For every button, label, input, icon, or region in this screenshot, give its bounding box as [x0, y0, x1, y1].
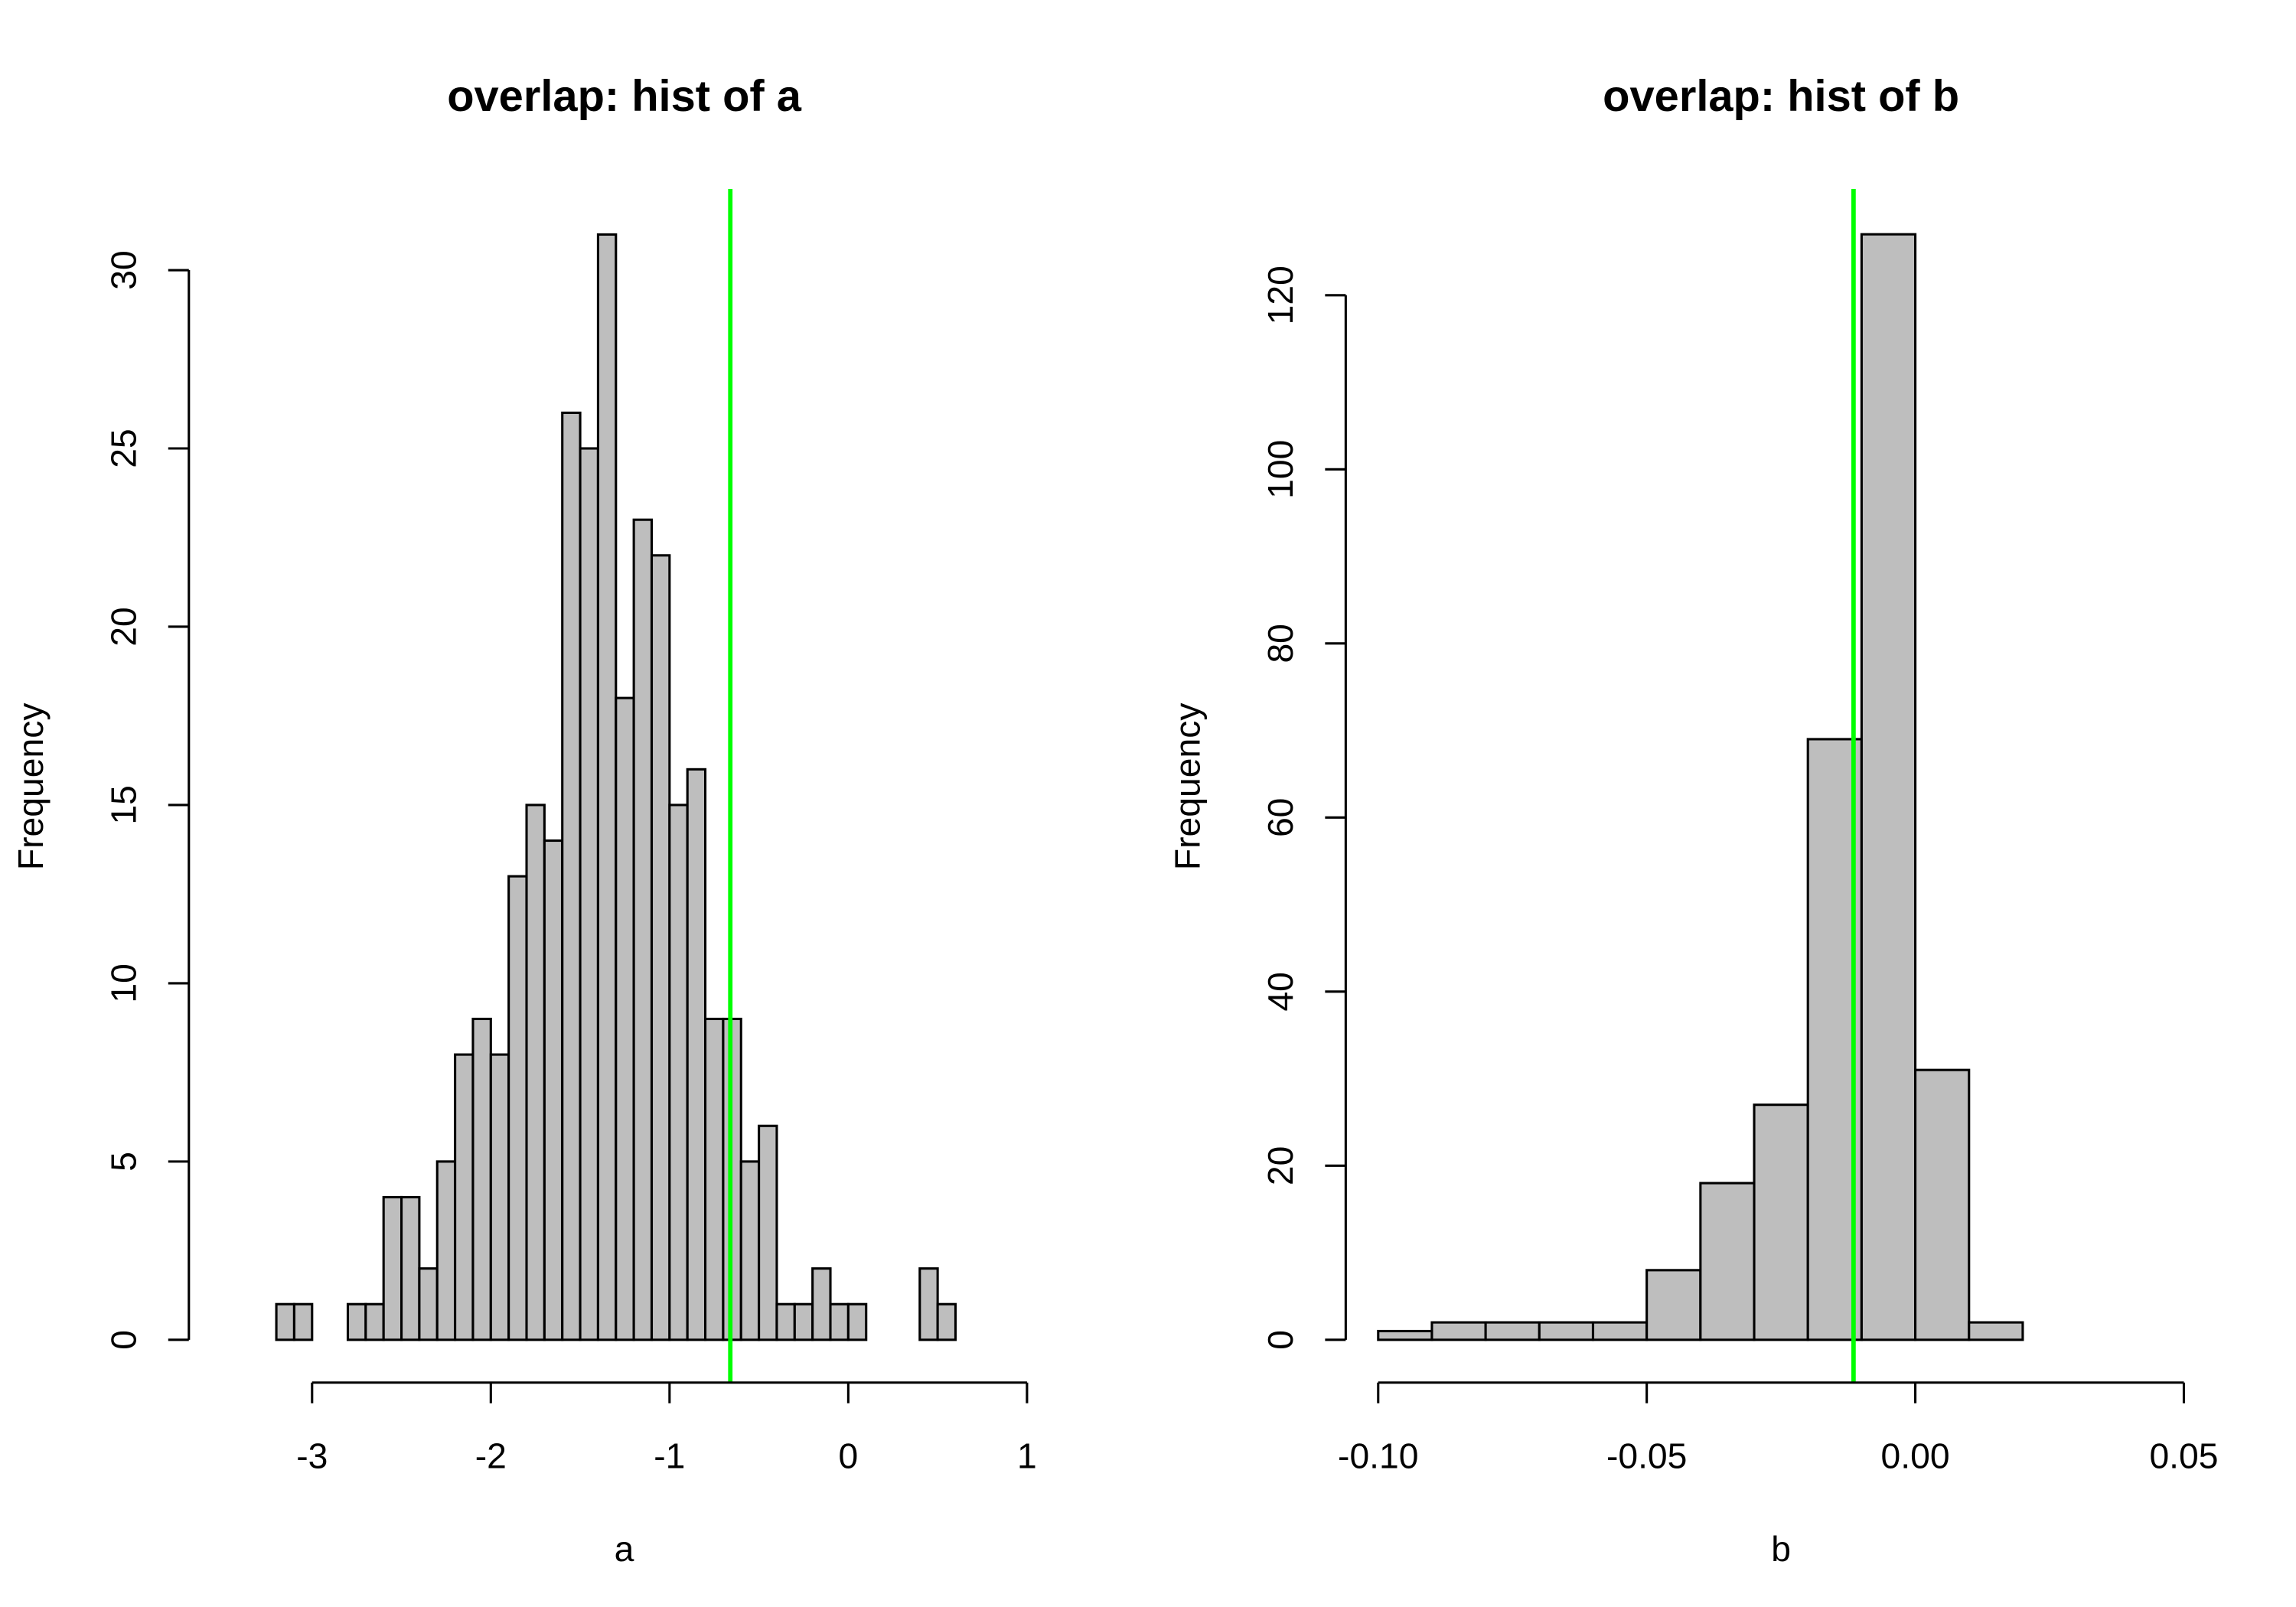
y-tick-label: 60: [1261, 798, 1300, 837]
histogram-bar: [1968, 1321, 2024, 1341]
histogram-bar: [364, 1302, 385, 1341]
histogram-bar: [1860, 233, 1917, 1341]
histogram-bar: [596, 233, 618, 1341]
y-tick-label: 80: [1261, 624, 1300, 663]
y-tick-label: 30: [103, 250, 143, 289]
x-axis-b: -0.10 -0.05 0.00 0.05: [1338, 1381, 2218, 1476]
histogram-bar: [650, 554, 671, 1341]
x-tick-label: 0.05: [2149, 1436, 2218, 1476]
y-axis-a: 0 5 10 15 20 25 30: [103, 250, 191, 1350]
y-tick-label: 120: [1261, 266, 1300, 324]
bars-a: [275, 233, 957, 1341]
histogram-bar: [561, 411, 582, 1341]
histogram-bar: [1914, 1068, 1971, 1341]
y-axis-label-b: Frequency: [1167, 702, 1207, 870]
histogram-bar: [936, 1302, 957, 1341]
y-tick-label: 10: [103, 963, 143, 1002]
histogram-bar: [758, 1124, 778, 1341]
x-axis-label-a: a: [615, 1529, 634, 1569]
histogram-bar: [632, 518, 654, 1341]
histogram-bar: [615, 696, 635, 1341]
histogram-bar: [507, 875, 528, 1341]
histogram-bar: [739, 1160, 761, 1341]
y-tick-label: 20: [103, 607, 143, 646]
y-tick-label: 100: [1261, 440, 1300, 499]
histogram-bar: [1753, 1103, 1809, 1341]
histogram-bar: [1430, 1321, 1487, 1341]
histogram-bar: [918, 1267, 939, 1341]
histogram-bar: [525, 804, 546, 1341]
histogram-bar: [846, 1302, 868, 1341]
y-tick-label: 20: [1261, 1146, 1300, 1185]
histogram-bar: [346, 1302, 367, 1341]
x-tick-label: -0.10: [1338, 1436, 1418, 1476]
histogram-bar: [454, 1053, 475, 1341]
histogram-bar: [382, 1195, 403, 1341]
histogram-bar: [793, 1302, 814, 1341]
y-tick-label: 0: [1261, 1330, 1300, 1350]
histogram-bar: [418, 1267, 439, 1341]
histogram-bar: [400, 1195, 421, 1341]
histogram-bar: [775, 1302, 796, 1341]
histogram-bar: [811, 1267, 832, 1341]
histogram-bar: [1484, 1321, 1541, 1341]
x-axis-label-b: b: [1771, 1529, 1791, 1569]
y-axis-label-a: Frequency: [11, 702, 51, 870]
histogram-bar: [543, 839, 564, 1341]
histogram-bar: [704, 1017, 725, 1341]
bars-b: [1377, 233, 2024, 1341]
histogram-bar: [579, 447, 599, 1341]
x-tick-label: 0.00: [1881, 1436, 1950, 1476]
histogram-a-panel: overlap: hist of a 0 5 10 15 20 25 30 -3 -2 -1 0 1…: [11, 72, 1037, 1569]
y-axis-b: 0 20 40 60 80 100 120: [1261, 266, 1347, 1350]
y-tick-label: 5: [103, 1152, 143, 1172]
histogram-bar: [1538, 1321, 1595, 1341]
histogram-bar: [489, 1053, 510, 1341]
histogram-bar: [275, 1302, 295, 1341]
histogram-bar: [1699, 1182, 1756, 1341]
x-tick-label: 1: [1017, 1436, 1037, 1476]
histogram-bar: [668, 804, 689, 1341]
y-tick-label: 15: [103, 785, 143, 824]
histogram-b-panel: overlap: hist of b 0 20 40 60 80 100 120 -0.10…: [1167, 72, 2218, 1569]
x-tick-label: -3: [296, 1436, 328, 1476]
y-tick-label: 0: [103, 1330, 143, 1350]
chart-title-a: overlap: hist of a: [447, 72, 802, 121]
histogram-bar: [686, 768, 707, 1341]
x-tick-label: -0.05: [1606, 1436, 1687, 1476]
histogram-bar: [471, 1017, 492, 1341]
chart-title-b: overlap: hist of b: [1603, 72, 1959, 121]
x-tick-label: -2: [475, 1436, 507, 1476]
histogram-bar: [435, 1160, 457, 1341]
histogram-bar: [292, 1302, 314, 1341]
histogram-bar: [829, 1302, 850, 1341]
y-tick-label: 40: [1261, 972, 1300, 1011]
y-tick-label: 25: [103, 429, 143, 468]
histogram-bar: [1645, 1269, 1702, 1341]
x-axis-a: -3 -2 -1 0 1: [296, 1381, 1037, 1476]
x-tick-label: 0: [839, 1436, 859, 1476]
histogram-bar: [1591, 1321, 1649, 1341]
histogram-bar: [1377, 1329, 1433, 1341]
x-tick-label: -1: [654, 1436, 685, 1476]
